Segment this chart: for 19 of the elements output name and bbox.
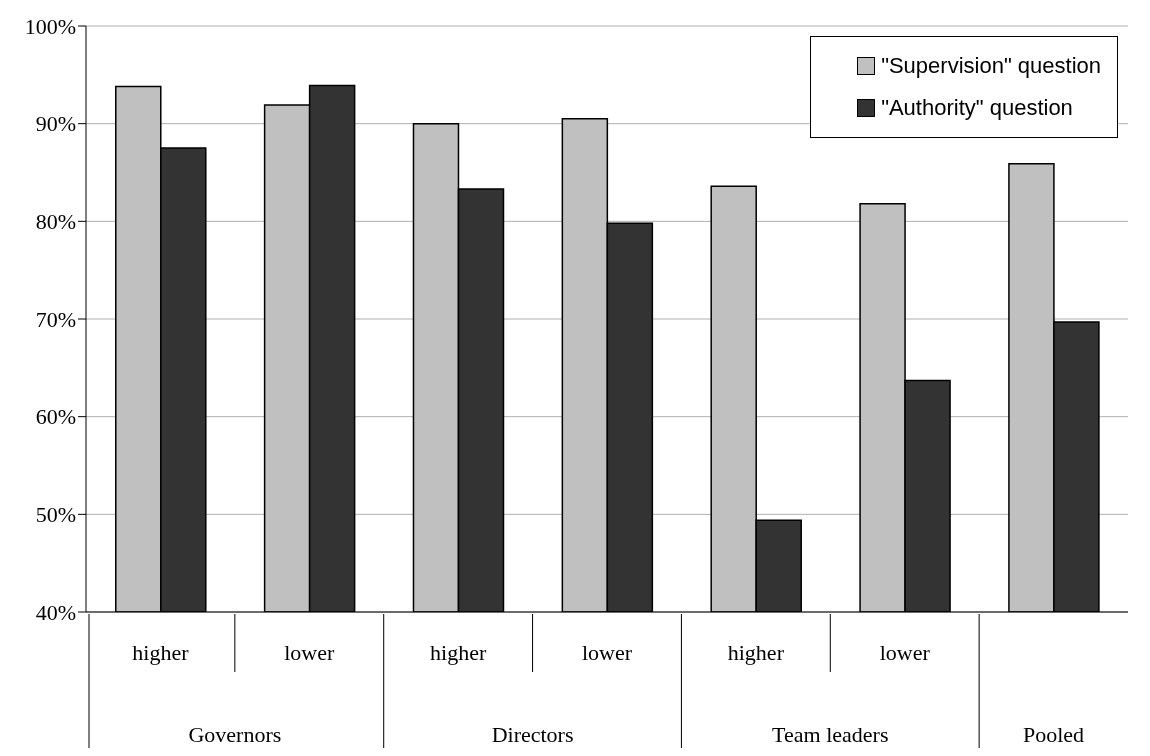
y-tick-label: 100% [24,13,76,39]
text: Pooled [1023,722,1085,747]
y-tick-label: 90% [35,111,76,137]
y-tick-label: 50% [35,502,76,528]
legend-label: "Supervision" question [881,53,1101,79]
y-tick-label: 60% [35,404,76,430]
y-tick-label: 40% [35,599,76,625]
y-tick-label: 80% [35,209,76,235]
x-tick-label: higher [430,640,487,665]
x-tick-label: lower [284,640,335,665]
x-tick-label: lower [581,640,633,665]
x-tick-label: higher [132,640,190,665]
y-tick-label: 70% [35,306,76,332]
text: Governors [188,722,282,747]
x-tick-label: higher [727,640,785,665]
x-tick-label: lower [879,640,931,665]
text: Team leaders [772,722,889,747]
text: Directors [491,722,574,747]
legend-label: "Authority" question [881,95,1073,121]
